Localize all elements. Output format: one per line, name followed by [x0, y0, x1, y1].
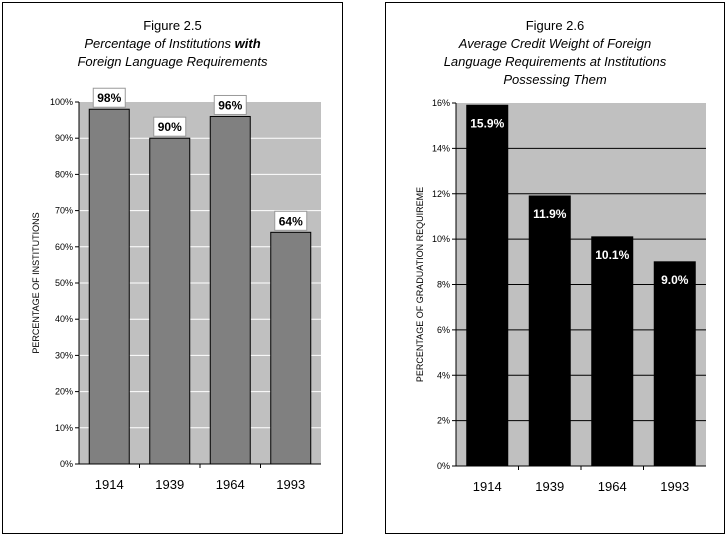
- figure-2-6-title-line2: Language Requirements at Institutions: [443, 54, 667, 69]
- y-tick-label: 40%: [55, 314, 73, 324]
- figure-2-6-title-line3: Possessing Them: [503, 72, 607, 87]
- bar: [149, 137, 191, 465]
- data-label: 15.9%: [470, 116, 504, 130]
- bar: [653, 261, 696, 467]
- figure-2-6-title: Figure 2.6 Average Credit Weight of Fore…: [386, 17, 724, 89]
- y-tick-label: 0%: [60, 459, 73, 469]
- data-label: 98%: [97, 91, 121, 105]
- y-tick-label: 50%: [55, 278, 73, 288]
- category-label: 1964: [216, 477, 245, 492]
- y-tick-label: 6%: [437, 325, 450, 335]
- y-tick-label: 16%: [432, 98, 450, 108]
- category-label: 1993: [660, 479, 689, 494]
- bar: [88, 108, 130, 465]
- y-tick-label: 8%: [437, 280, 450, 290]
- data-label-box: [153, 116, 187, 137]
- figure-2-5-chart: 0% 10% 20% 30% 40% 50% 60% 70% 80% 90% 100% 1914 98%…: [31, 87, 321, 492]
- y-tick-label: 14%: [432, 143, 450, 153]
- figure-2-5-label: Figure 2.5: [143, 18, 202, 33]
- y-tick-label: 60%: [55, 242, 73, 252]
- category-label: 1939: [535, 479, 564, 494]
- category-label: 1914: [95, 477, 124, 492]
- data-label-box: [274, 210, 308, 231]
- y-tick-label: 80%: [55, 169, 73, 179]
- y-tick-label: 20%: [55, 387, 73, 397]
- figure-2-6-chart: 0% 2% 4% 6% 8% 10% 12% 14% 16% 1914 15.9% 1939 11.9%…: [415, 98, 706, 494]
- figure-2-5-title: Figure 2.5 Percentage of Institutions wi…: [3, 17, 342, 71]
- figure-2-6-label: Figure 2.6: [525, 18, 585, 33]
- y-tick-label: 30%: [55, 350, 73, 360]
- y-tick-label: 12%: [432, 189, 450, 199]
- figure-2-6-panel: Figure 2.6 Average Credit Weight of Fore…: [385, 2, 725, 534]
- y-tick-label: 90%: [55, 133, 73, 143]
- data-label: 90%: [158, 120, 182, 134]
- y-tick-label: 70%: [55, 206, 73, 216]
- data-label: 10.1%: [595, 248, 629, 262]
- category-label: 1939: [155, 477, 184, 492]
- bar: [528, 195, 571, 467]
- data-label-box: [92, 87, 126, 108]
- y-tick-label: 10%: [432, 234, 450, 244]
- figure-2-5-panel: Figure 2.5 Percentage of Institutions wi…: [2, 2, 343, 534]
- y-tick-label: 100%: [50, 97, 73, 107]
- y-tick-label: 10%: [55, 423, 73, 433]
- bar: [466, 104, 509, 467]
- y-axis-label: PERCENTAGE OF INSTITUTIONS: [31, 212, 41, 353]
- y-tick-label: 2%: [437, 416, 450, 426]
- bar: [209, 115, 251, 465]
- data-label: 96%: [218, 98, 242, 112]
- figure-2-5-title-line1: Percentage of Institutions with: [84, 36, 261, 51]
- y-tick-label: 0%: [437, 461, 450, 471]
- bar: [270, 231, 312, 465]
- data-label: 11.9%: [533, 207, 567, 221]
- figure-2-5-title-line2: Foreign Language Requirements: [77, 54, 268, 69]
- data-label-box: [213, 94, 247, 115]
- category-label: 1964: [598, 479, 627, 494]
- category-label: 1914: [473, 479, 502, 494]
- category-label: 1993: [276, 477, 305, 492]
- figure-2-6-title-line1: Average Credit Weight of Foreign: [458, 36, 652, 51]
- data-label: 64%: [279, 214, 303, 228]
- figure-2-5-title-emphasis: with: [234, 36, 261, 51]
- y-tick-label: 4%: [437, 370, 450, 380]
- data-label: 9.0%: [661, 273, 689, 287]
- bar: [591, 236, 634, 467]
- y-axis-label: PERCENTAGE OF GRADUATION REQUIREME: [415, 187, 425, 382]
